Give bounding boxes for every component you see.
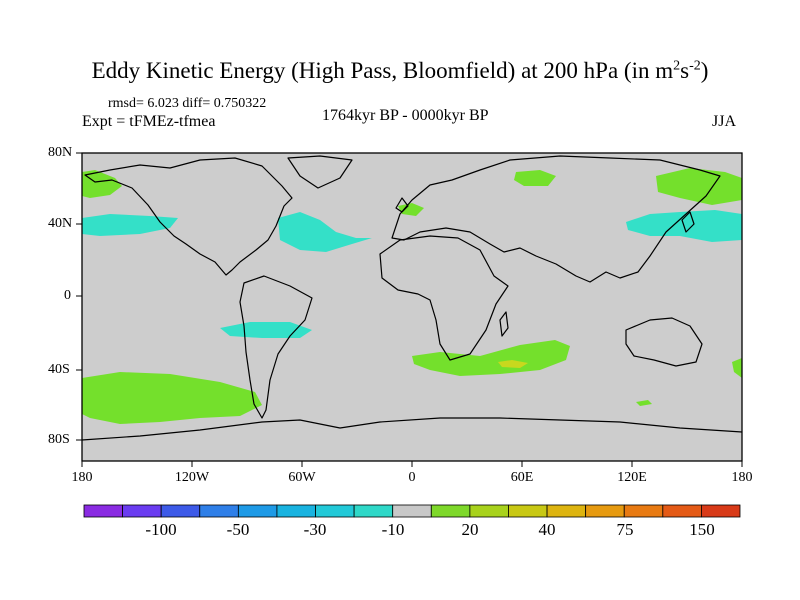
positive-anomaly-regions bbox=[82, 168, 742, 424]
positive-patch-north-atlantic-east bbox=[398, 203, 424, 216]
chart-title: Eddy Kinetic Energy (High Pass, Bloomfie… bbox=[91, 58, 709, 83]
positive-patch-south-small bbox=[636, 400, 652, 406]
colorbar-swatch bbox=[199, 504, 239, 518]
colorbar-swatch bbox=[315, 504, 355, 518]
colorbar-label: 20 bbox=[461, 520, 479, 539]
colorbar-swatch bbox=[469, 504, 509, 518]
lon-label-60w: 60W bbox=[288, 470, 316, 485]
colorbar-swatch bbox=[508, 504, 548, 518]
colorbar-swatch bbox=[623, 504, 664, 518]
lon-label-120e: 120E bbox=[617, 470, 647, 485]
lat-label-40n: 40N bbox=[48, 216, 73, 231]
lat-label-40s: 40S bbox=[48, 362, 70, 377]
colorbar-swatch bbox=[237, 504, 278, 518]
peak-patch-south-indian-ocean bbox=[498, 360, 528, 368]
positive-patch-north-pacific-west bbox=[82, 170, 122, 198]
coast-africa bbox=[379, 235, 509, 361]
lat-label-80s: 80S bbox=[48, 432, 70, 447]
negative-patch-north-atlantic bbox=[278, 212, 372, 252]
season-label: JJA bbox=[712, 113, 737, 130]
colorbar-swatch bbox=[160, 504, 201, 518]
lon-label-120w: 120W bbox=[174, 470, 210, 485]
negative-anomaly-regions bbox=[82, 210, 742, 338]
colorbar-label: 75 bbox=[616, 520, 634, 539]
colorbar-swatch bbox=[546, 504, 587, 518]
experiment-label: Expt = tFMEz-tfmea bbox=[82, 113, 216, 130]
negative-patch-north-pacific bbox=[82, 214, 178, 236]
colorbar-swatch bbox=[662, 504, 702, 518]
coastlines bbox=[81, 155, 743, 441]
colorbar-label: -100 bbox=[145, 520, 177, 539]
lat-label-0: 0 bbox=[64, 288, 71, 303]
coast-eurasia bbox=[391, 155, 721, 283]
coast-madagascar bbox=[499, 311, 509, 337]
colorbar-swatch bbox=[701, 504, 741, 518]
coast-north-america bbox=[84, 157, 293, 276]
axis-ticks bbox=[76, 152, 743, 467]
positive-patch-north-russia bbox=[514, 170, 556, 186]
lon-label-60e: 60E bbox=[510, 470, 534, 485]
colorbar-swatch bbox=[276, 504, 316, 518]
period-label: 1764kyr BP - 0000kyr BP bbox=[322, 107, 489, 124]
positive-patch-south-indian-ocean bbox=[412, 340, 570, 376]
colorbar-label: -30 bbox=[303, 520, 327, 539]
lon-label-0: 0 bbox=[408, 470, 416, 485]
coast-australia bbox=[625, 317, 703, 367]
coast-antarctica bbox=[81, 417, 743, 441]
positive-patch-australia-east bbox=[732, 358, 742, 378]
stats-text: rmsd= 6.023 diff= 0.750322 bbox=[108, 96, 267, 111]
colorbar-swatch bbox=[83, 504, 123, 518]
coast-south-america bbox=[239, 275, 313, 419]
coast-japan bbox=[681, 211, 695, 233]
coast-greenland bbox=[287, 155, 353, 189]
lat-label-80n: 80N bbox=[48, 145, 73, 160]
colorbar-swatch bbox=[392, 504, 432, 518]
colorbar-swatch bbox=[430, 504, 471, 518]
lon-label-180w: 180 bbox=[71, 470, 93, 485]
colorbar-label: 150 bbox=[689, 520, 715, 539]
coast-british-isles bbox=[395, 197, 409, 213]
colorbar-label: 40 bbox=[538, 520, 556, 539]
negative-patch-south-pacific bbox=[220, 322, 312, 338]
colorbar bbox=[83, 504, 741, 518]
positive-patch-north-pacific-east bbox=[656, 168, 742, 205]
colorbar-swatch bbox=[353, 504, 394, 518]
positive-patch-south-pacific bbox=[82, 372, 262, 424]
colorbar-swatch bbox=[122, 504, 162, 518]
colorbar-swatch bbox=[585, 504, 625, 518]
colorbar-label: -10 bbox=[381, 520, 405, 539]
colorbar-label: -50 bbox=[226, 520, 250, 539]
lon-label-180e: 180 bbox=[731, 470, 753, 485]
